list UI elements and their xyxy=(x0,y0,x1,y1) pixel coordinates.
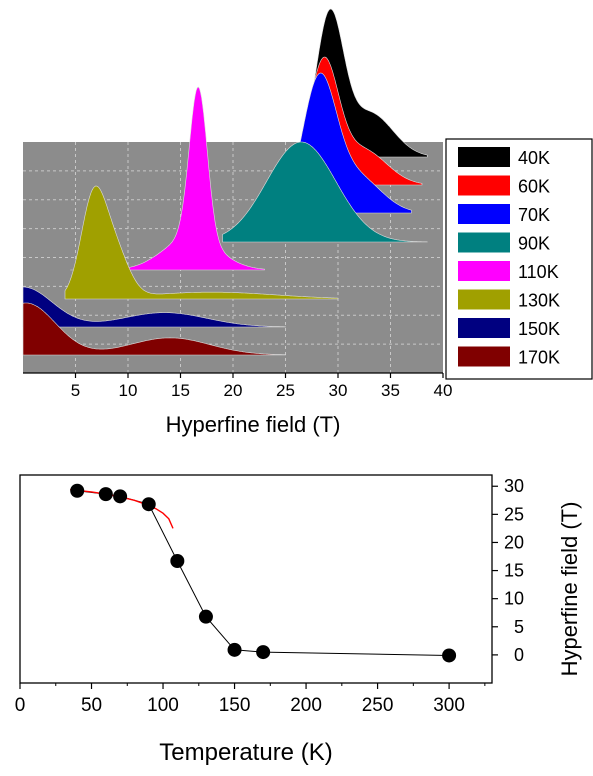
data-point xyxy=(198,609,213,624)
legend-box xyxy=(445,138,593,380)
legend-label-130K: 130K xyxy=(518,291,560,311)
data-point xyxy=(170,554,185,569)
connecting-line xyxy=(77,490,450,656)
y-tick-label: 25 xyxy=(504,504,524,524)
y-tick-label: 10 xyxy=(504,589,524,609)
y-tick-label: 30 xyxy=(504,476,524,496)
x-tick-label: 150 xyxy=(219,695,251,716)
x-tick-label: 50 xyxy=(81,695,102,716)
legend-label-40K: 40K xyxy=(518,148,550,168)
y-tick-label: 0 xyxy=(514,645,524,665)
plot-frame xyxy=(19,474,493,684)
hyperfine-distribution-panel: 5 10 15 20 25 30 35 40 Hyperfine field (T) 40K 6… xyxy=(22,8,593,437)
temperature-dependence-panel: 0 50 100 150 200 250 300 0 5 10 15 20 25 30 Temperatu… xyxy=(15,474,582,766)
legend-swatch-60K xyxy=(458,175,510,196)
data-point xyxy=(70,483,85,498)
legend-label-150K: 150K xyxy=(518,319,560,339)
x-tick-label: 30 xyxy=(329,381,348,400)
x-tick-label: 35 xyxy=(381,381,400,400)
fit-curve xyxy=(70,488,174,529)
y-axis-title-hyperfine: Hyperfine field (T) xyxy=(557,502,582,677)
distribution-series xyxy=(22,8,428,356)
data-points xyxy=(70,483,457,663)
x-tick-label: 300 xyxy=(433,695,465,716)
series-170K xyxy=(22,302,286,356)
x-tick-label: 200 xyxy=(290,695,322,716)
legend-label-90K: 90K xyxy=(518,234,550,254)
x-axis-title-temperature: Temperature (K) xyxy=(159,739,332,766)
legend-label-70K: 70K xyxy=(518,205,550,225)
data-point xyxy=(442,648,457,663)
data-point xyxy=(98,487,113,502)
data-point xyxy=(227,642,242,657)
legend-label-170K: 170K xyxy=(518,348,560,368)
x-tick-label: 20 xyxy=(224,381,243,400)
data-point xyxy=(256,645,271,660)
legend-swatch-170K xyxy=(458,346,510,367)
legend-swatch-150K xyxy=(458,318,510,338)
x-tick-label: 15 xyxy=(171,381,190,400)
x-tick-label: 25 xyxy=(276,381,295,400)
x-tick-label: 0 xyxy=(15,695,26,716)
legend-swatch-130K xyxy=(458,289,510,310)
series-90K xyxy=(222,141,428,243)
x-tick-label: 40 xyxy=(434,381,453,400)
series-130K xyxy=(64,185,339,300)
y-tick-label: 15 xyxy=(504,561,524,581)
legend-swatch-90K xyxy=(458,232,510,253)
x-axis-title-hyperfine: Hyperfine field (T) xyxy=(166,412,341,437)
x-axis-top-panel: 5 10 15 20 25 30 35 40 xyxy=(23,372,453,400)
legend-swatch-70K xyxy=(458,204,510,224)
legend-swatch-110K xyxy=(458,261,510,281)
data-point xyxy=(141,497,156,512)
y-tick-label: 5 xyxy=(514,617,524,637)
legend-swatch-40K xyxy=(458,147,510,167)
x-tick-label: 10 xyxy=(119,381,138,400)
x-tick-label: 5 xyxy=(71,381,80,400)
x-tick-label: 250 xyxy=(362,695,394,716)
y-tick-label: 20 xyxy=(504,532,524,552)
x-tick-label: 100 xyxy=(147,695,179,716)
data-point xyxy=(113,489,128,504)
legend-label-60K: 60K xyxy=(518,177,550,197)
legend: 40K 60K 70K 90K 110K 130K 150K 170K xyxy=(445,138,593,380)
legend-label-110K: 110K xyxy=(518,262,559,282)
axes-bottom-panel: 0 50 100 150 200 250 300 0 5 10 15 20 25 30 xyxy=(15,476,524,716)
